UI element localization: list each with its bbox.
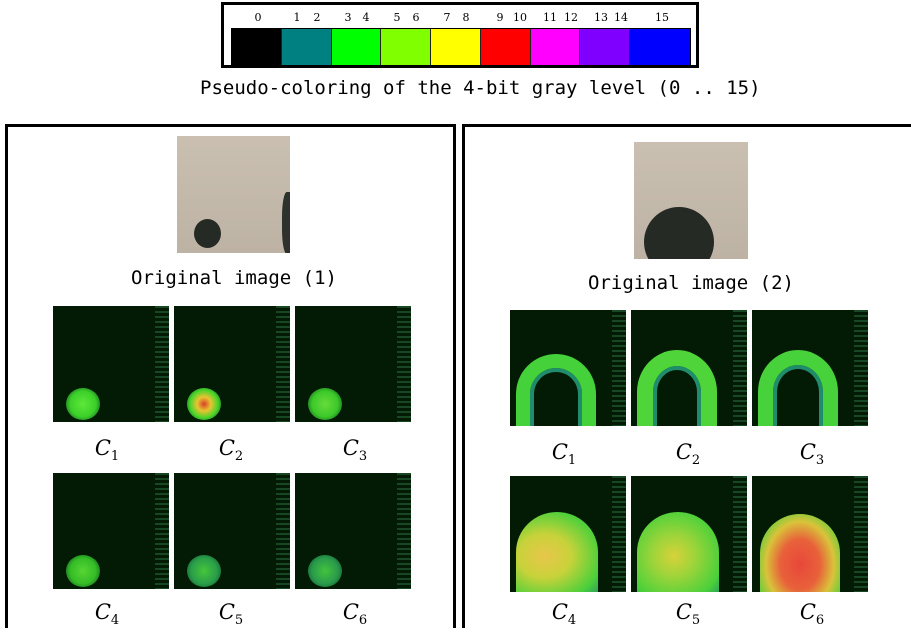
legend-tick: 15 [655,11,669,24]
legend-tick: 14 [614,11,628,24]
component-tile-c5 [174,473,290,589]
original-image-label-2: Original image (2) [588,272,794,294]
legend-tick: 11 [543,11,557,24]
legend-tick: 9 [496,11,504,24]
legend-tick: 0 [254,11,262,24]
legend-color-bar [231,28,691,66]
original-image-1 [177,136,290,253]
component-tile-c2 [631,310,747,426]
component-tile-c5 [631,476,747,592]
gray-level-legend: 0 1 2 3 4 5 6 7 8 9 10 11 12 13 14 15 [221,2,699,68]
component-label-c1: C1 [94,436,120,465]
legend-caption: Pseudo-coloring of the 4-bit gray level … [200,77,761,99]
original-image-2 [634,142,748,259]
panel-image-1: Original image (1) C1 C2 C3 C4 C5 C6 [5,124,456,628]
component-label-c2: C2 [675,440,701,469]
legend-swatch [480,29,531,65]
component-tile-c3 [295,306,411,422]
component-label-c3: C3 [799,440,825,469]
legend-swatch [232,29,282,65]
original-image-label-1: Original image (1) [131,267,337,289]
legend-swatch [530,29,581,65]
legend-tick: 12 [564,11,578,24]
component-tile-c2 [174,306,290,422]
component-label-c6: C6 [342,600,368,629]
component-label-c5: C5 [218,600,244,629]
component-label-c6: C6 [799,600,825,629]
component-tile-c4 [510,476,626,592]
legend-swatch [381,29,432,65]
legend-tick: 1 [293,11,301,24]
legend-swatch [580,29,631,65]
legend-swatch [331,29,382,65]
legend-tick: 3 [344,11,352,24]
component-tile-c1 [510,310,626,426]
component-tile-c6 [295,473,411,589]
component-label-c2: C2 [218,436,244,465]
legend-tick: 4 [362,11,370,24]
component-label-c4: C4 [94,600,120,629]
component-label-c3: C3 [342,436,368,465]
legend-tick-labels: 0 1 2 3 4 5 6 7 8 9 10 11 12 13 14 15 [224,11,696,25]
legend-swatch [630,29,690,65]
component-label-c1: C1 [551,440,577,469]
component-tile-c1 [53,306,169,422]
component-label-c4: C4 [551,600,577,629]
component-tile-c6 [752,476,868,592]
component-tile-c4 [53,473,169,589]
legend-swatch [281,29,332,65]
legend-swatch [431,29,481,65]
component-tile-c3 [752,310,868,426]
panel-image-2: Original image (2) C1 C2 C3 C4 C5 C6 [462,124,911,628]
legend-tick: 6 [412,11,420,24]
legend-tick: 2 [313,11,321,24]
legend-tick: 5 [393,11,401,24]
legend-tick: 7 [443,11,451,24]
component-label-c5: C5 [675,600,701,629]
legend-tick: 10 [513,11,527,24]
legend-tick: 8 [462,11,470,24]
legend-tick: 13 [594,11,608,24]
